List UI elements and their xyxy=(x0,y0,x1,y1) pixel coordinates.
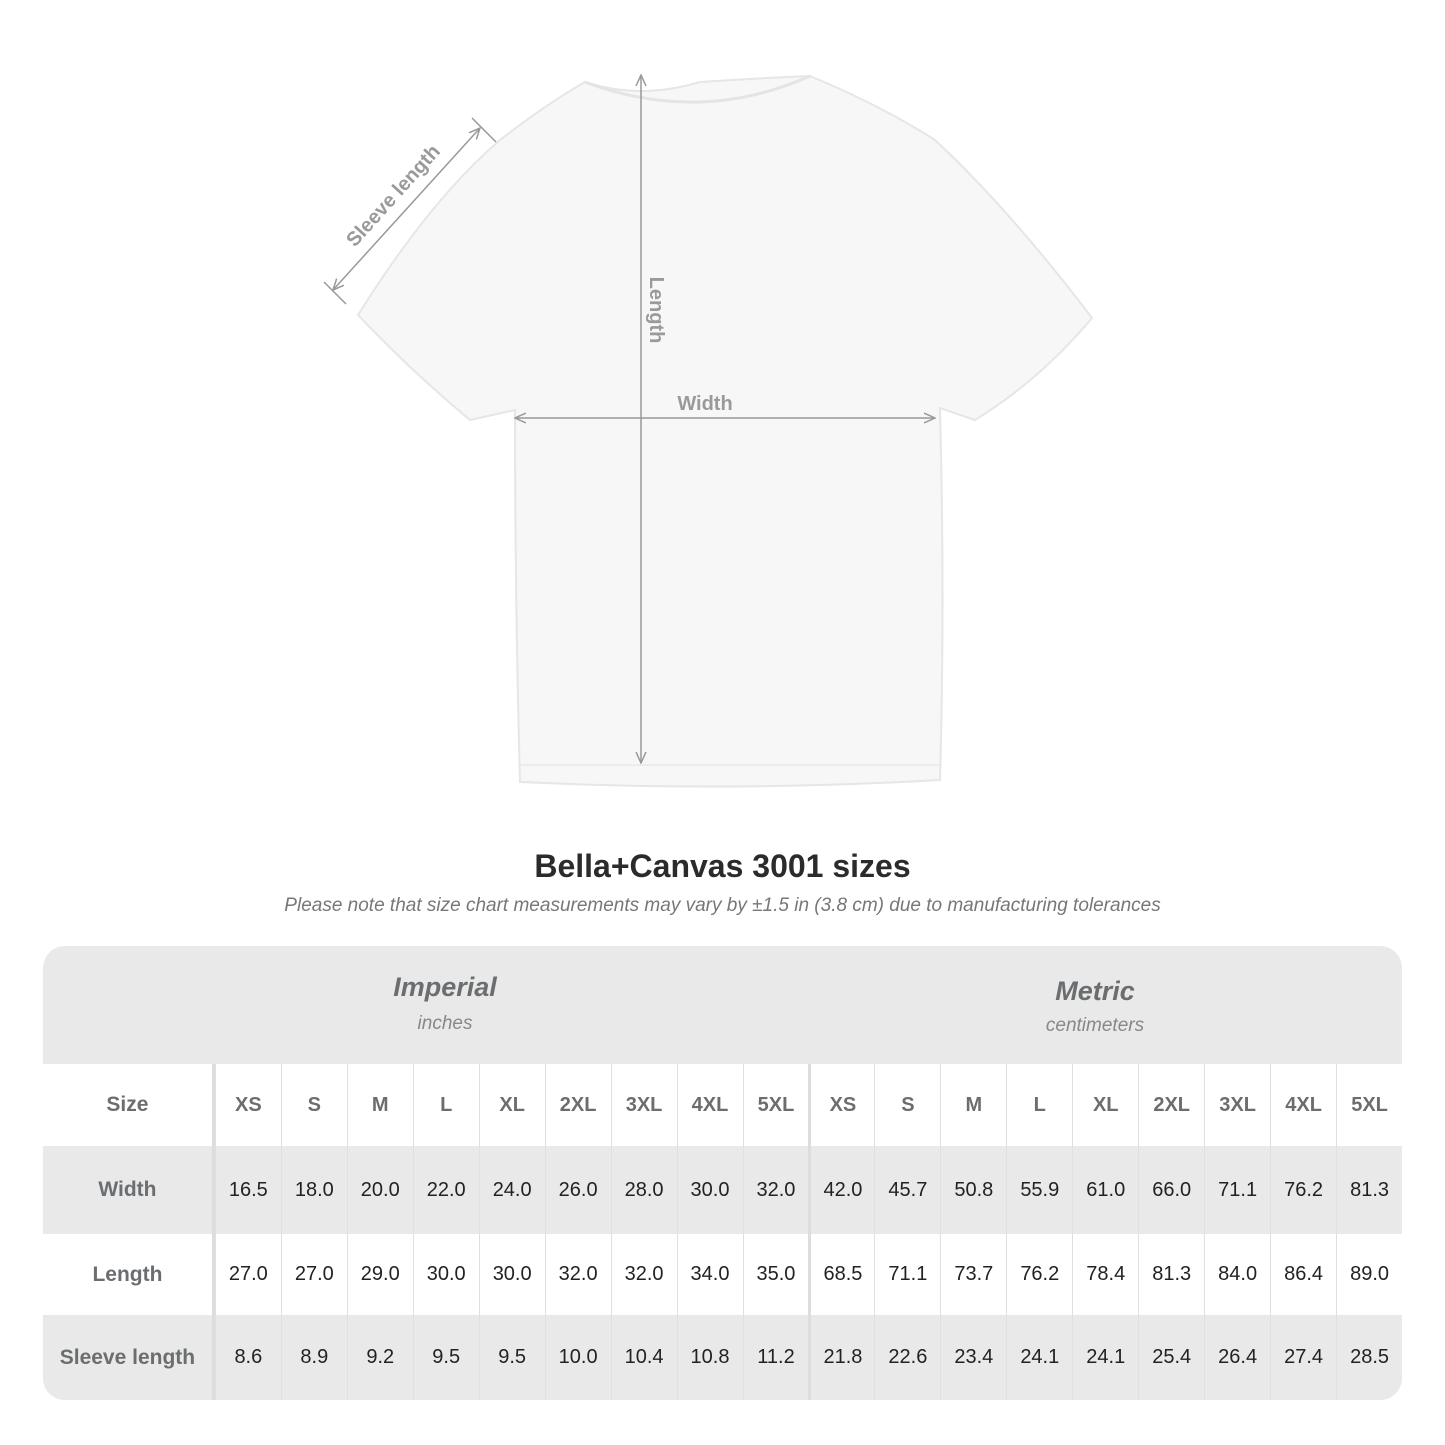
metric-header: Metric centimeters xyxy=(865,946,1325,1064)
metric-value-cell: 71.1 xyxy=(1204,1146,1270,1234)
metric-value-cell: 25.4 xyxy=(1138,1315,1204,1400)
size-table: Imperial inches Metric centimeters Size X… xyxy=(43,946,1402,1400)
metric-size-header: 3XL xyxy=(1204,1064,1270,1146)
table-row: Width 16.5 18.0 20.0 22.0 24.0 26.0 28.0 30.0 32.… xyxy=(43,1146,1402,1234)
metric-value-cell: 45.7 xyxy=(874,1146,940,1234)
imperial-title: Imperial xyxy=(393,972,497,1002)
table-header-row: Size XS S M L XL 2XL 3XL 4XL 5XL XS S M L XL 2XL 3XL 4XL 5… xyxy=(43,1064,1402,1146)
length-label: Length xyxy=(645,277,667,344)
metric-value-cell: 61.0 xyxy=(1072,1146,1138,1234)
metric-value-cell: 21.8 xyxy=(808,1315,874,1400)
imperial-header: Imperial inches xyxy=(215,946,675,1064)
metric-value-cell: 89.0 xyxy=(1336,1234,1402,1315)
imperial-size-header: XL xyxy=(478,1064,545,1146)
metric-value-cell: 66.0 xyxy=(1138,1146,1204,1234)
metric-size-header: 4XL xyxy=(1270,1064,1336,1146)
imperial-value-cell: 35.0 xyxy=(742,1234,809,1315)
metric-value-cell: 26.4 xyxy=(1204,1315,1270,1400)
imperial-value-cell: 10.0 xyxy=(544,1315,611,1400)
table-row: Length 27.0 27.0 29.0 30.0 30.0 32.0 32.0 34.0 35… xyxy=(43,1234,1402,1315)
imperial-size-header: M xyxy=(346,1064,413,1146)
metric-value-cell: 76.2 xyxy=(1270,1146,1336,1234)
imperial-value-cell: 27.0 xyxy=(280,1234,347,1315)
row-label: Sleeve length xyxy=(43,1315,215,1400)
imperial-value-cell: 9.2 xyxy=(346,1315,413,1400)
sleeve-arrow xyxy=(333,128,480,290)
imperial-value-cell: 8.9 xyxy=(280,1315,347,1400)
row-label: Length xyxy=(43,1234,215,1315)
metric-value-cell: 71.1 xyxy=(874,1234,940,1315)
metric-value-cell: 81.3 xyxy=(1336,1146,1402,1234)
imperial-value-cell: 27.0 xyxy=(214,1234,281,1315)
imperial-value-cell: 10.4 xyxy=(610,1315,677,1400)
metric-value-cell: 22.6 xyxy=(874,1315,940,1400)
metric-value-cell: 73.7 xyxy=(940,1234,1006,1315)
metric-size-header: S xyxy=(874,1064,940,1146)
metric-value-cell: 81.3 xyxy=(1138,1234,1204,1315)
metric-value-cell: 27.4 xyxy=(1270,1315,1336,1400)
collar xyxy=(584,74,811,104)
imperial-value-cell: 32.0 xyxy=(742,1146,809,1234)
imperial-size-header: 2XL xyxy=(544,1064,611,1146)
imperial-value-cell: 34.0 xyxy=(676,1234,743,1315)
imperial-value-cell: 28.0 xyxy=(610,1146,677,1234)
metric-value-cell: 50.8 xyxy=(940,1146,1006,1234)
metric-size-header: L xyxy=(1006,1064,1072,1146)
imperial-value-cell: 9.5 xyxy=(412,1315,479,1400)
metric-size-header: XL xyxy=(1072,1064,1138,1146)
width-label: Width xyxy=(677,393,732,415)
metric-title: Metric xyxy=(1055,976,1135,1006)
imperial-value-cell: 16.5 xyxy=(214,1146,281,1234)
imperial-value-cell: 22.0 xyxy=(412,1146,479,1234)
imperial-value-cell: 26.0 xyxy=(544,1146,611,1234)
metric-size-header: 5XL xyxy=(1336,1064,1402,1146)
imperial-value-cell: 11.2 xyxy=(742,1315,809,1400)
metric-value-cell: 23.4 xyxy=(940,1315,1006,1400)
metric-size-header: M xyxy=(940,1064,1006,1146)
imperial-value-cell: 9.5 xyxy=(478,1315,545,1400)
imperial-value-cell: 20.0 xyxy=(346,1146,413,1234)
imperial-value-cell: 30.0 xyxy=(478,1234,545,1315)
imperial-value-cell: 30.0 xyxy=(676,1146,743,1234)
imperial-value-cell: 32.0 xyxy=(544,1234,611,1315)
imperial-size-header: 5XL xyxy=(742,1064,809,1146)
imperial-unit: inches xyxy=(417,1013,473,1034)
metric-value-cell: 68.5 xyxy=(808,1234,874,1315)
imperial-value-cell: 10.8 xyxy=(676,1315,743,1400)
metric-value-cell: 84.0 xyxy=(1204,1234,1270,1315)
imperial-value-cell: 24.0 xyxy=(478,1146,545,1234)
metric-value-cell: 24.1 xyxy=(1006,1315,1072,1400)
metric-value-cell: 42.0 xyxy=(808,1146,874,1234)
tolerance-note: Please note that size chart measurements… xyxy=(284,895,1161,916)
metric-value-cell: 55.9 xyxy=(1006,1146,1072,1234)
imperial-size-header: L xyxy=(412,1064,479,1146)
imperial-value-cell: 8.6 xyxy=(214,1315,281,1400)
imperial-size-header: 4XL xyxy=(676,1064,743,1146)
imperial-value-cell: 30.0 xyxy=(412,1234,479,1315)
metric-value-cell: 78.4 xyxy=(1072,1234,1138,1315)
page-title: Bella+Canvas 3001 sizes xyxy=(534,848,911,884)
imperial-value-cell: 32.0 xyxy=(610,1234,677,1315)
tshirt-diagram: Sleeve length Length Width xyxy=(323,0,1094,788)
metric-unit: centimeters xyxy=(1045,1015,1145,1036)
table-row: Sleeve length 8.6 8.9 9.2 9.5 9.5 10.0 10.4 10.8… xyxy=(43,1315,1402,1400)
row-label: Width xyxy=(43,1146,215,1234)
metric-value-cell: 28.5 xyxy=(1336,1315,1402,1400)
metric-size-header: XS xyxy=(808,1064,874,1146)
imperial-size-header: 3XL xyxy=(610,1064,677,1146)
imperial-size-header: XS xyxy=(214,1064,281,1146)
metric-value-cell: 86.4 xyxy=(1270,1234,1336,1315)
size-grid: Size XS S M L XL 2XL 3XL 4XL 5XL XS S M L XL 2XL 3XL 4XL 5… xyxy=(43,1064,1402,1400)
metric-value-cell: 24.1 xyxy=(1072,1315,1138,1400)
imperial-value-cell: 18.0 xyxy=(280,1146,347,1234)
imperial-value-cell: 29.0 xyxy=(346,1234,413,1315)
size-header: Size xyxy=(43,1064,215,1146)
metric-size-header: 2XL xyxy=(1138,1064,1204,1146)
imperial-size-header: S xyxy=(280,1064,347,1146)
tshirt-shape xyxy=(356,74,1094,788)
metric-value-cell: 76.2 xyxy=(1006,1234,1072,1315)
